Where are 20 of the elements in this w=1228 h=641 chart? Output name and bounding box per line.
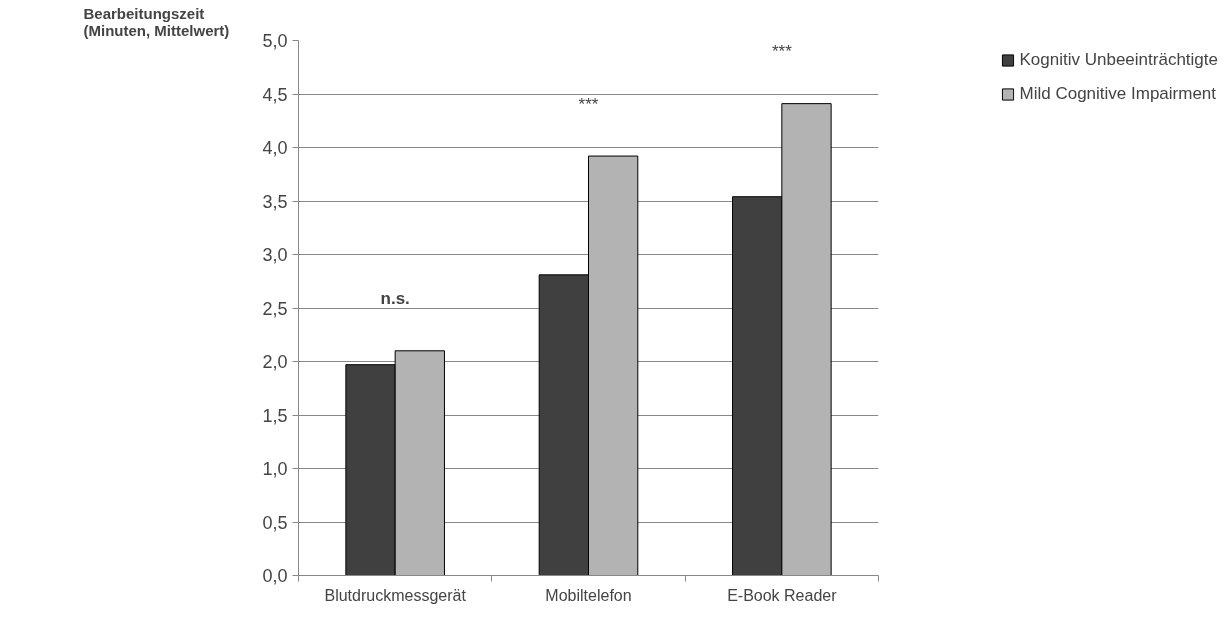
annotation: ***: [771, 42, 793, 62]
y-tick-label: 0,0: [262, 566, 288, 586]
y-tick-label: 3,0: [262, 245, 288, 265]
y-tick-label: 0,5: [262, 512, 288, 533]
y-tick-label: 3,5: [262, 191, 288, 212]
x-tick-label: Mobiltelefon: [545, 586, 632, 604]
legend-label: Mild Cognitive Impairment: [1019, 84, 1217, 104]
y-tick-label: 5,0: [262, 31, 288, 51]
y-tick-label: 4,0: [262, 138, 288, 158]
y-tick-label: 2,5: [262, 298, 288, 319]
annotation: ***: [578, 94, 599, 114]
y-tick-label: 1,5: [262, 405, 288, 426]
x-tick-label: Blutdruckmessgerät: [324, 586, 467, 604]
y-tick-label: 2,0: [262, 352, 288, 372]
legend-label: Kognitiv Unbeeinträchtigte: [1019, 50, 1218, 70]
y-axis-title: Bearbeitungszeit (Minuten, Mittelwert): [83, 4, 230, 39]
y-tick-label: 1,0: [262, 459, 288, 479]
annotation: n.s.: [380, 289, 410, 309]
x-tick-label: E-Book Reader: [727, 586, 838, 604]
y-tick-label: 4,5: [262, 84, 288, 105]
